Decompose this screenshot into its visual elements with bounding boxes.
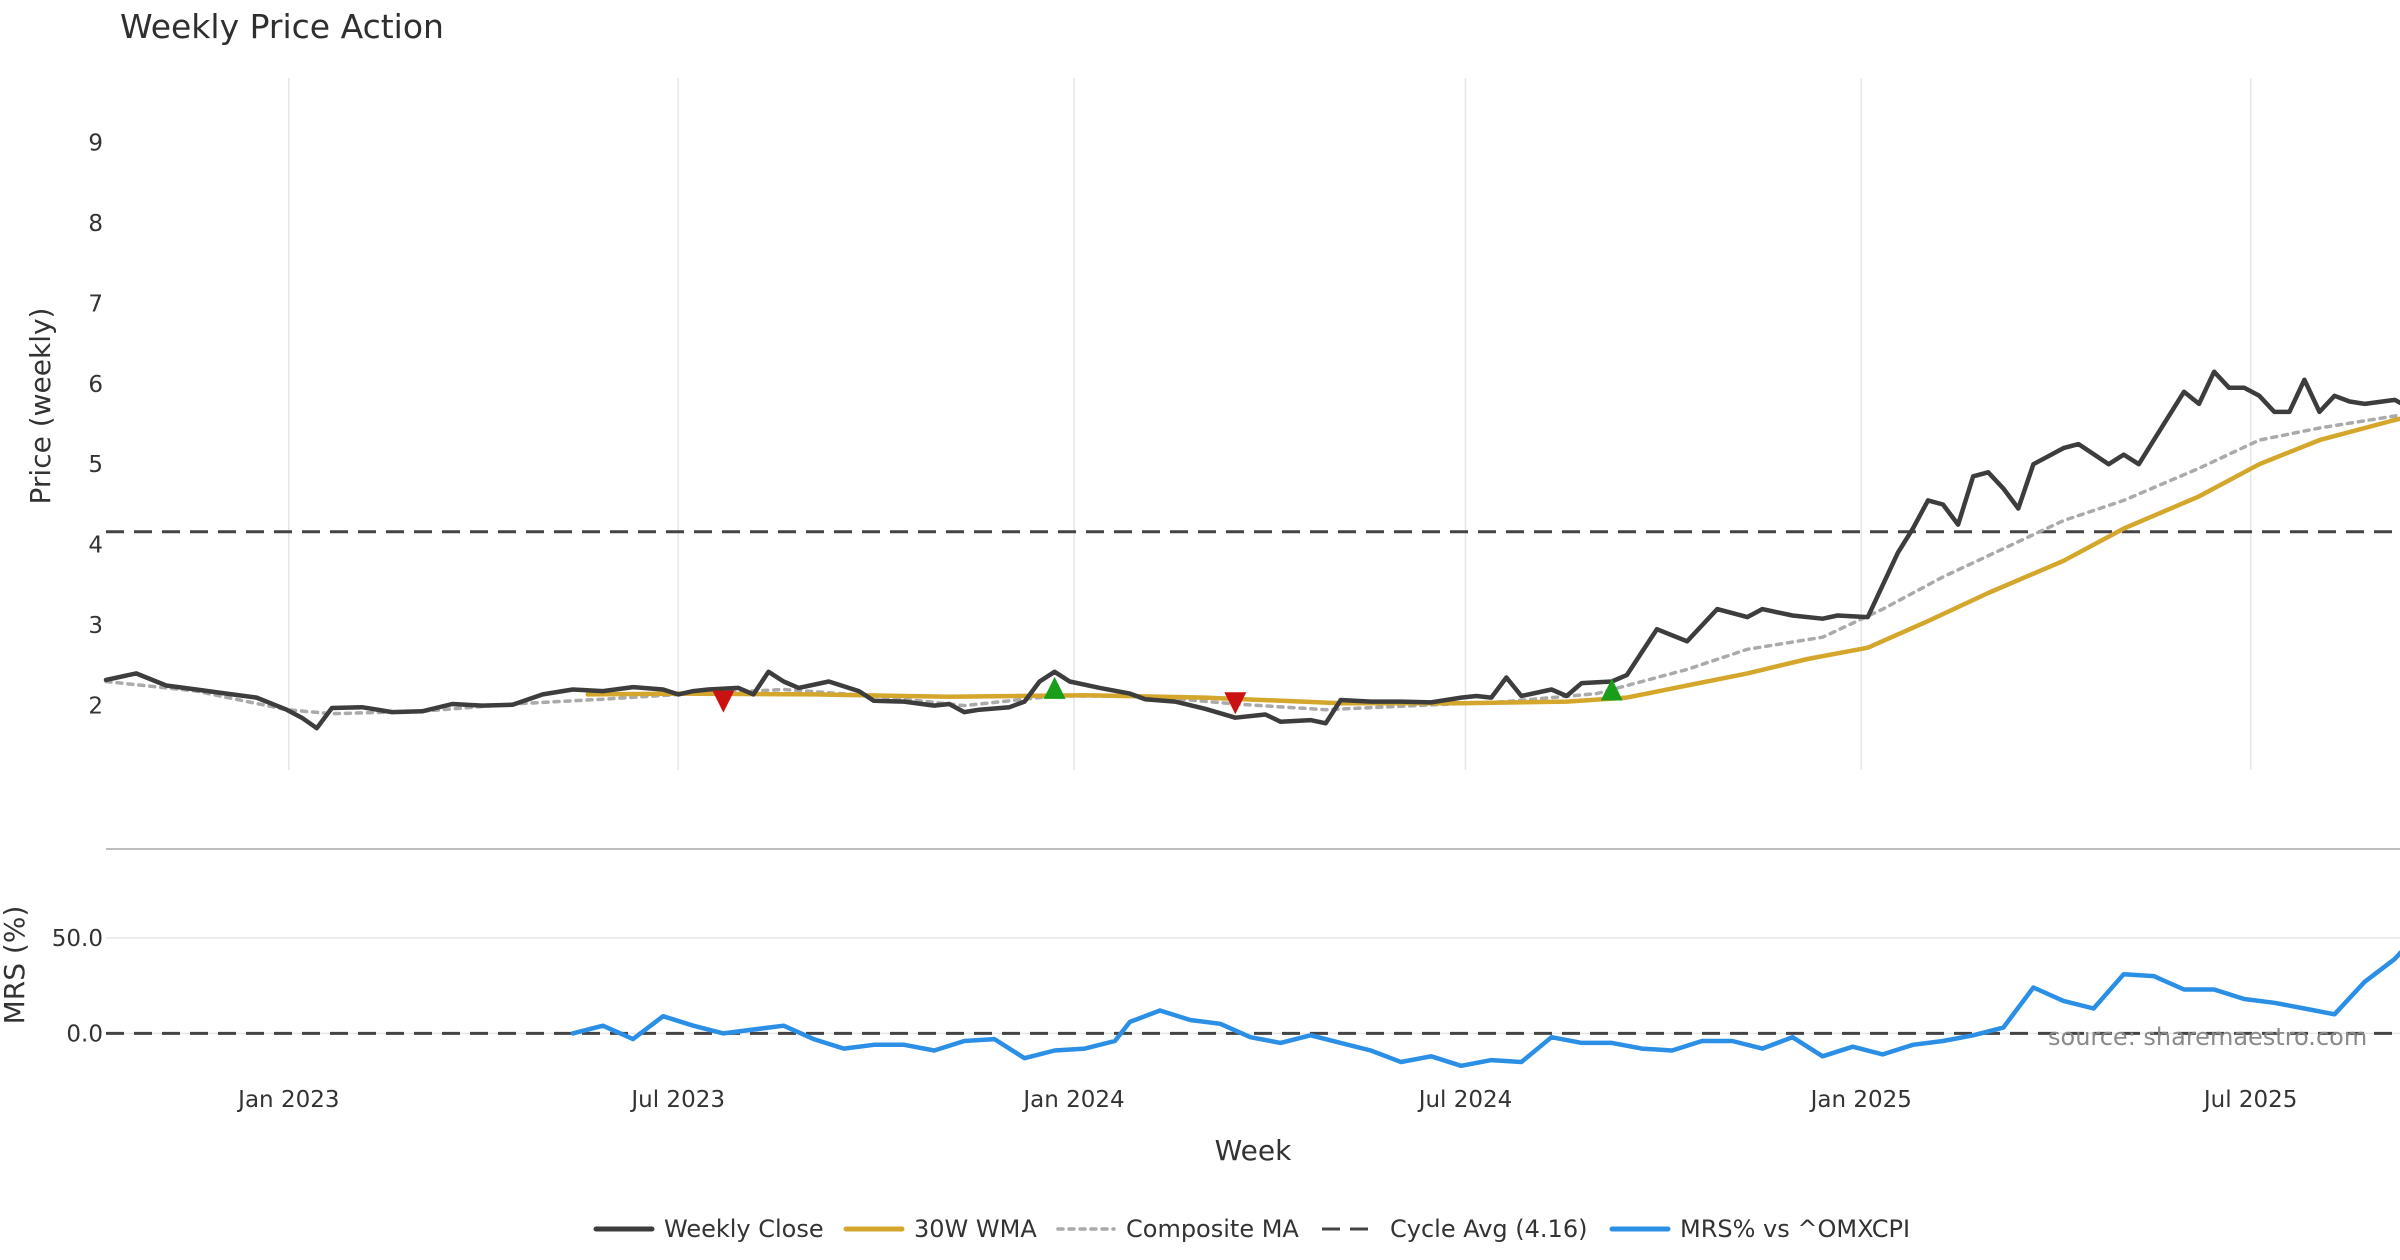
mrs-grid xyxy=(106,937,2400,1035)
x-ticks: Jan 2023 Jul 2023 Jan 2024 Jul 2024 Jan 2025… xyxy=(236,1087,2297,1113)
sell-signal-marker xyxy=(712,690,735,713)
price-grid xyxy=(288,78,2252,770)
price-y-tick-label: 6 xyxy=(88,372,103,398)
x-axis-label: Week xyxy=(1215,1134,1292,1167)
signal-markers xyxy=(712,676,1623,715)
legend-label: MRS% vs ^OMXCPI xyxy=(1680,1215,1910,1243)
mrs-y-tick-label: 0.0 xyxy=(66,1021,103,1047)
price-y-tick-label: 3 xyxy=(88,613,103,639)
chart-title: Weekly Price Action xyxy=(120,7,444,46)
price-y-tick-label: 8 xyxy=(88,211,103,237)
price-y-tick-label: 7 xyxy=(88,291,103,317)
x-tick-label: Jul 2024 xyxy=(1417,1087,1513,1113)
price-y-ticks: 2 3 4 5 6 7 8 9 xyxy=(88,130,103,719)
price-y-tick-label: 2 xyxy=(88,694,103,720)
source-annotation: source: sharemaestro.com xyxy=(2048,1023,2367,1051)
mrs-series xyxy=(106,949,2400,1069)
weekly-close-line xyxy=(103,369,2400,731)
buy-signal-marker xyxy=(1043,676,1066,699)
mrs-line xyxy=(570,949,2400,1069)
price-y-tick-label: 4 xyxy=(88,533,103,559)
x-tick-label: Jul 2023 xyxy=(629,1087,725,1113)
legend: Weekly Close 30W WMA Composite MA Cycle Avg… xyxy=(593,1215,1910,1243)
legend-label: 30W WMA xyxy=(914,1215,1037,1243)
x-tick-label: Jul 2025 xyxy=(2202,1087,2298,1113)
price-series xyxy=(103,369,2400,731)
buy-signal-marker xyxy=(1600,678,1623,701)
legend-label: Cycle Avg (4.16) xyxy=(1390,1215,1587,1243)
mrs-y-ticks: 50.0 0.0 xyxy=(52,926,103,1047)
x-tick-label: Jan 2023 xyxy=(236,1087,339,1113)
legend-label: Composite MA xyxy=(1126,1215,1299,1243)
mrs-y-tick-label: 50.0 xyxy=(52,926,103,952)
sell-signal-marker xyxy=(1224,692,1247,715)
price-y-axis-label: Price (weekly) xyxy=(24,308,57,505)
legend-label: Weekly Close xyxy=(664,1215,824,1243)
30w-wma-line xyxy=(585,416,2400,706)
x-tick-label: Jan 2025 xyxy=(1809,1087,1912,1113)
price-y-tick-label: 5 xyxy=(88,452,103,478)
price-y-tick-label: 9 xyxy=(88,130,103,156)
mrs-y-axis-label: MRS (%) xyxy=(0,906,31,1025)
x-tick-label: Jan 2024 xyxy=(1021,1087,1124,1113)
